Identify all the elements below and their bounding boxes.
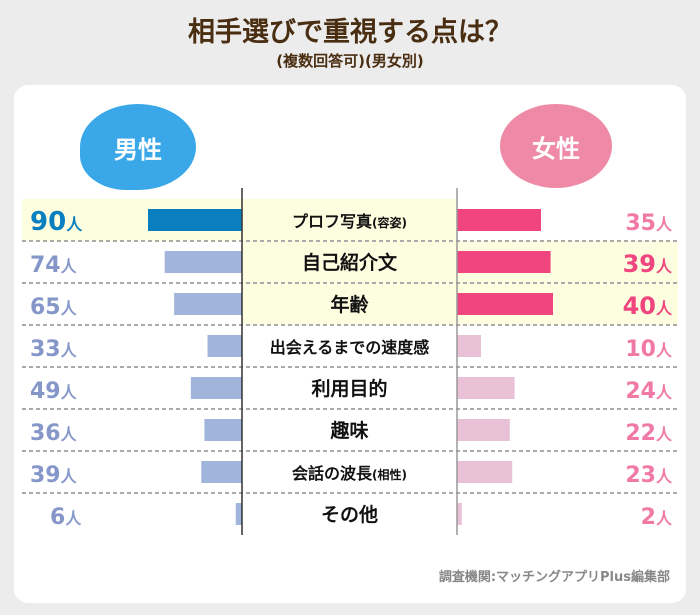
category-label: 年齢 [330, 293, 369, 316]
female-legend-bubble: 女性 [500, 104, 612, 188]
male-value-label: 65人 [30, 295, 78, 320]
male-value-label: 6人 [50, 505, 82, 530]
female-value-label: 10人 [625, 337, 673, 362]
female-bar [457, 377, 515, 399]
row-highlight [242, 199, 457, 241]
female-value-label: 23人 [625, 463, 673, 488]
male-bar [190, 377, 242, 399]
male-value-label: 74人 [30, 253, 78, 278]
female-bar [457, 503, 462, 525]
male-value-label: 39人 [30, 463, 78, 488]
chart-subtitle: (複数回答可)(男女別) [276, 52, 424, 70]
female-value-label: 22人 [625, 421, 673, 446]
female-bar [457, 293, 553, 315]
male-legend-bubble: 男性 [80, 104, 196, 190]
male-bar [201, 461, 242, 483]
category-label: 出会えるまでの速度感 [270, 338, 430, 357]
category-label: プロフ写真(容姿) [292, 212, 407, 231]
female-value-label: 35人 [625, 211, 673, 236]
female-bar [457, 419, 510, 441]
female-bar [457, 335, 481, 357]
female-value-label: 24人 [625, 379, 673, 404]
male-value-label: 90人 [30, 207, 83, 237]
male-value-label: 49人 [30, 379, 78, 404]
male-bar [235, 503, 242, 525]
male-bar [204, 419, 242, 441]
male-bar [174, 293, 242, 315]
female-bar [457, 251, 551, 273]
male-value-label: 33人 [30, 337, 78, 362]
category-label: 利用目的 [311, 377, 387, 400]
male-bar [164, 251, 242, 273]
male-bar [148, 209, 242, 231]
female-value-label: 39人 [623, 250, 673, 278]
chart-title: 相手選びで重視する点は？ [188, 17, 512, 48]
female-bar [457, 209, 541, 231]
female-bar [457, 461, 513, 483]
category-label: 趣味 [329, 419, 368, 442]
category-label: その他 [321, 503, 378, 526]
category-label: 会話の波長(相性) [292, 464, 407, 483]
female-value-label: 2人 [641, 505, 673, 530]
female-value-label: 40人 [623, 292, 673, 320]
category-label: 自己紹介文 [302, 251, 398, 274]
male-value-label: 36人 [30, 421, 78, 446]
source-note: 調査機関:マッチングアプリPlus編集部 [438, 570, 670, 585]
male-bar [207, 335, 242, 357]
